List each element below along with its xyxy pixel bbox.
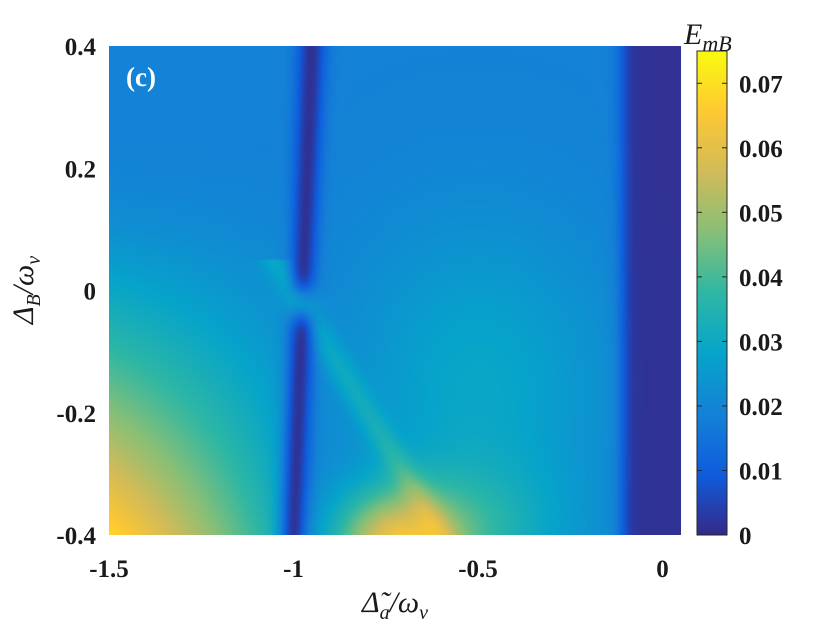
colorbar-ticks: 0 0.01 0.02 0.03 0.04 0.05 0.06 0.07 (697, 71, 783, 550)
colorbar-tick-label: 0.06 (739, 136, 783, 163)
x-tick-label: -0.5 (458, 556, 498, 583)
x-axis-label: Δ̃a/ων (361, 586, 428, 624)
colorbar-tick-label: 0.01 (739, 458, 783, 485)
x-tick-label: 0 (656, 556, 669, 583)
y-axis-label: ΔB/ων (7, 256, 45, 325)
colorbar-tick-label: 0.07 (739, 71, 783, 98)
colorbar-tick-label: 0.02 (739, 394, 783, 421)
colorbar-tick-label: 0.04 (739, 265, 783, 292)
x-tick-label: -1.5 (89, 556, 129, 583)
x-axis-ticks: -1.5 -1 -0.5 0 (89, 556, 669, 583)
y-tick-label: -0.2 (56, 401, 96, 428)
colorbar-tick-label: 0.03 (739, 329, 783, 356)
colorbar-tick-label: 0 (739, 523, 752, 550)
colorbar-label: EmB (683, 18, 732, 56)
y-tick-label: 0.4 (65, 34, 97, 61)
svg-text:Δ̃a/ων: Δ̃a/ων (361, 586, 428, 624)
svg-text:EmB: EmB (683, 18, 732, 56)
svg-text:ΔB/ων: ΔB/ων (7, 256, 45, 325)
colorbar (696, 50, 728, 536)
colorbar-tick-label: 0.05 (739, 200, 783, 227)
x-tick-label: -1 (283, 556, 304, 583)
panel-label: (c) (126, 62, 156, 92)
heatmap-surface (109, 46, 681, 535)
y-tick-label: 0 (84, 279, 97, 306)
y-tick-label: -0.4 (56, 523, 96, 550)
y-tick-label: 0.2 (65, 156, 96, 183)
y-axis-ticks: 0.4 0.2 0 -0.2 -0.4 (56, 34, 96, 550)
